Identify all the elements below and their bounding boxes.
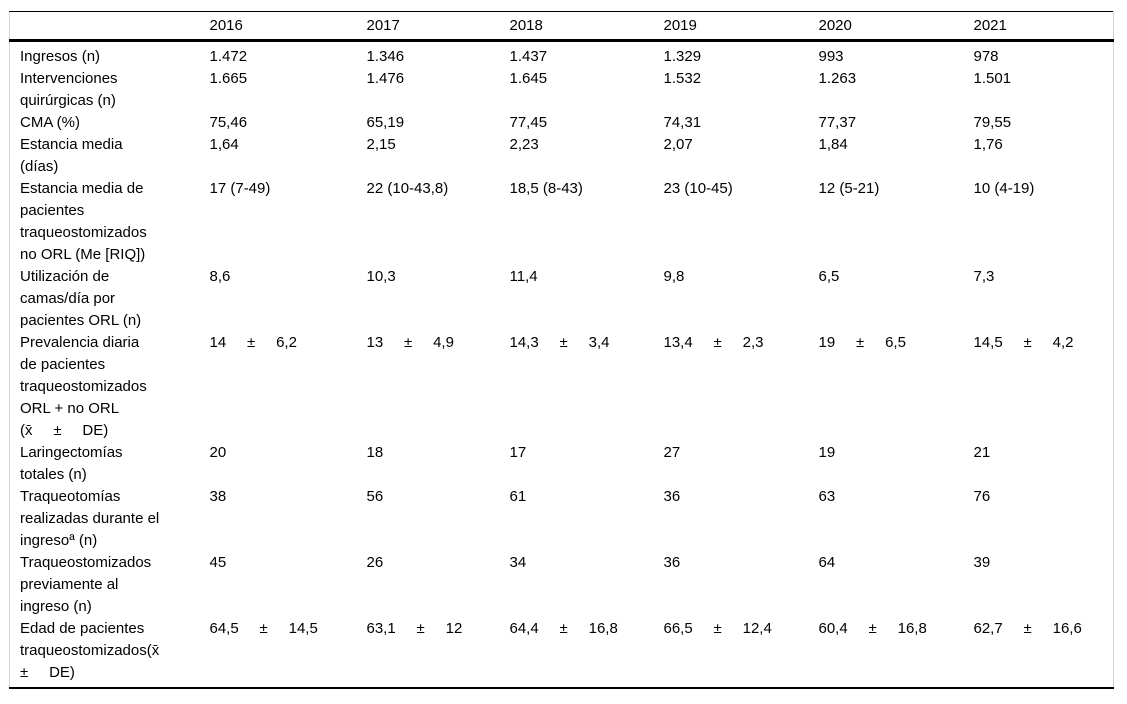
value-cell: 18 bbox=[366, 444, 384, 461]
table-row: Traqueotomías realizadas durante el ingr… bbox=[10, 486, 1114, 552]
value-cell: 13 ± 4,9 bbox=[366, 334, 454, 351]
value-cell: 64,4 ± 16,8 bbox=[509, 620, 618, 637]
value-cell: 13,4 ± 2,3 bbox=[663, 334, 764, 351]
value-cell: 20 bbox=[209, 444, 227, 461]
value-cell: 62,7 ± 16,6 bbox=[973, 620, 1082, 637]
value-cell: 77,37 bbox=[818, 114, 857, 131]
table-row: Prevalencia diaria de pacientes traqueos… bbox=[10, 332, 1114, 442]
column-header-2016: 2016 bbox=[207, 11, 365, 42]
value-cell: 1,64 bbox=[209, 136, 239, 153]
value-cell: 77,45 bbox=[509, 114, 548, 131]
row-label: Ingresos (n) bbox=[20, 48, 101, 65]
value-cell: 66,5 ± 12,4 bbox=[663, 620, 772, 637]
value-cell: 64,5 ± 14,5 bbox=[209, 620, 318, 637]
value-cell: 63 bbox=[818, 488, 836, 505]
value-cell: 1.476 bbox=[366, 70, 405, 87]
value-cell: 978 bbox=[973, 48, 999, 65]
value-cell: 38 bbox=[209, 488, 227, 505]
value-cell: 1.532 bbox=[663, 70, 702, 87]
column-header-2018: 2018 bbox=[507, 11, 662, 42]
value-cell: 14,5 ± 4,2 bbox=[973, 334, 1074, 351]
value-cell: 63,1 ± 12 bbox=[366, 620, 463, 637]
value-cell: 1.665 bbox=[209, 70, 248, 87]
table-row: Laringectomías totales (n) 20 18 17 27 1… bbox=[10, 442, 1114, 486]
value-cell: 10,3 bbox=[366, 268, 396, 285]
value-cell: 19 ± 6,5 bbox=[818, 334, 906, 351]
row-label: Traqueostomizados previamente al ingreso… bbox=[20, 554, 156, 615]
column-header-empty bbox=[9, 11, 208, 42]
value-cell: 34 bbox=[509, 554, 527, 571]
data-table: 2016 2017 2018 2019 2020 2021 Ingresos (… bbox=[9, 11, 1114, 689]
value-cell: 27 bbox=[663, 444, 681, 461]
row-label: Utilización de camas/día por pacientes O… bbox=[20, 268, 142, 329]
table-row: Utilización de camas/día por pacientes O… bbox=[10, 266, 1114, 332]
value-cell: 76 bbox=[973, 488, 991, 505]
value-cell: 1.346 bbox=[366, 48, 405, 65]
value-cell: 39 bbox=[973, 554, 991, 571]
value-cell: 17 (7-49) bbox=[209, 180, 271, 197]
row-label: Prevalencia diaria de pacientes traqueos… bbox=[20, 334, 151, 439]
value-cell: 17 bbox=[509, 444, 527, 461]
value-cell: 1.329 bbox=[663, 48, 702, 65]
header-row: 2016 2017 2018 2019 2020 2021 bbox=[9, 11, 1114, 42]
row-label: Intervenciones quirúrgicas (n) bbox=[20, 70, 122, 109]
table-row: Estancia media de pacientes traqueostomi… bbox=[10, 178, 1114, 266]
value-cell: 26 bbox=[366, 554, 384, 571]
row-label: Laringectomías totales (n) bbox=[20, 444, 127, 483]
column-header-2019: 2019 bbox=[661, 11, 817, 42]
value-cell: 1,76 bbox=[973, 136, 1003, 153]
value-cell: 1,84 bbox=[818, 136, 848, 153]
column-header-2021: 2021 bbox=[971, 11, 1114, 42]
value-cell: 56 bbox=[366, 488, 384, 505]
value-cell: 8,6 bbox=[209, 268, 231, 285]
value-cell: 65,19 bbox=[366, 114, 405, 131]
value-cell: 22 (10-43,8) bbox=[366, 180, 449, 197]
table-row: Edad de pacientes traqueostomizados(x̄ ±… bbox=[10, 618, 1114, 688]
table-row: CMA (%) 75,46 65,19 77,45 74,31 77,37 79… bbox=[10, 112, 1114, 134]
value-cell: 1.472 bbox=[209, 48, 248, 65]
value-cell: 1.501 bbox=[973, 70, 1012, 87]
value-cell: 2,15 bbox=[366, 136, 396, 153]
value-cell: 19 bbox=[818, 444, 836, 461]
value-cell: 12 (5-21) bbox=[818, 180, 880, 197]
value-cell: 64 bbox=[818, 554, 836, 571]
table-row: Traqueostomizados previamente al ingreso… bbox=[10, 552, 1114, 618]
value-cell: 1.263 bbox=[818, 70, 857, 87]
value-cell: 36 bbox=[663, 554, 681, 571]
value-cell: 18,5 (8-43) bbox=[509, 180, 583, 197]
value-cell: 61 bbox=[509, 488, 527, 505]
table-row: Estancia media (días) 1,64 2,15 2,23 2,0… bbox=[10, 134, 1114, 178]
value-cell: 7,3 bbox=[973, 268, 995, 285]
value-cell: 2,23 bbox=[509, 136, 539, 153]
value-cell: 14 ± 6,2 bbox=[209, 334, 297, 351]
column-header-2020: 2020 bbox=[816, 11, 972, 42]
table-row: Intervenciones quirúrgicas (n) 1.665 1.4… bbox=[10, 68, 1114, 112]
value-cell: 10 (4-19) bbox=[973, 180, 1035, 197]
value-cell: 45 bbox=[209, 554, 227, 571]
value-cell: 6,5 bbox=[818, 268, 840, 285]
value-cell: 74,31 bbox=[663, 114, 702, 131]
value-cell: 23 (10-45) bbox=[663, 180, 733, 197]
value-cell: 79,55 bbox=[973, 114, 1012, 131]
value-cell: 1.645 bbox=[509, 70, 548, 87]
row-label: CMA (%) bbox=[20, 114, 80, 131]
value-cell: 60,4 ± 16,8 bbox=[818, 620, 927, 637]
row-label: Estancia media de pacientes traqueostomi… bbox=[20, 180, 151, 263]
value-cell: 1.437 bbox=[509, 48, 548, 65]
value-cell: 2,07 bbox=[663, 136, 693, 153]
row-label: Traqueotomías realizadas durante el ingr… bbox=[20, 488, 164, 549]
value-cell: 993 bbox=[818, 48, 844, 65]
value-cell: 9,8 bbox=[663, 268, 685, 285]
value-cell: 14,3 ± 3,4 bbox=[509, 334, 610, 351]
table-row: Ingresos (n) 1.472 1.346 1.437 1.329 993… bbox=[10, 41, 1114, 69]
column-header-2017: 2017 bbox=[364, 11, 508, 42]
row-label: Estancia media (días) bbox=[20, 136, 127, 175]
value-cell: 11,4 bbox=[509, 268, 538, 285]
value-cell: 75,46 bbox=[209, 114, 248, 131]
row-label: Edad de pacientes traqueostomizados(x̄ ±… bbox=[20, 620, 164, 681]
value-cell: 21 bbox=[973, 444, 991, 461]
value-cell: 36 bbox=[663, 488, 681, 505]
